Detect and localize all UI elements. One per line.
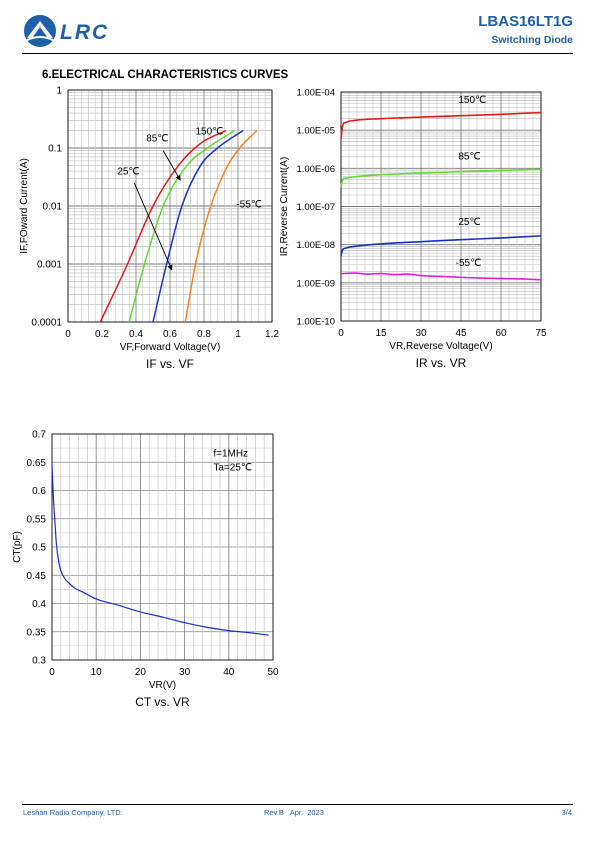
y-tick-label: 0.0001 bbox=[31, 318, 62, 329]
series-line bbox=[184, 130, 258, 323]
y-tick-label: 1.00E-09 bbox=[296, 278, 335, 289]
x-tick-label: 0.4 bbox=[129, 329, 143, 340]
annotation-label: -55℃ bbox=[456, 258, 482, 269]
ir-vs-vr-chart: 0 15 30 45 60 75 1.00E-04 1.00E-05 1.00E-06 1.00E… bbox=[280, 88, 547, 371]
x-tick-label: 60 bbox=[495, 328, 507, 339]
annotation-label: 25℃ bbox=[117, 166, 139, 177]
x-axis-label: VF,Forward Voltage(V) bbox=[120, 342, 221, 353]
series-line bbox=[340, 272, 542, 281]
footer-page: 3/4 bbox=[561, 808, 572, 817]
y-tick-label: 1.00E-06 bbox=[296, 164, 335, 175]
annotation-label: 25℃ bbox=[458, 217, 480, 228]
series-line bbox=[340, 168, 542, 188]
x-tick-label: 0.8 bbox=[197, 329, 211, 340]
y-tick-label: 0.65 bbox=[27, 458, 47, 469]
y-axis-label: IF,FOward Current(A) bbox=[19, 158, 30, 254]
y-tick-label: 0.35 bbox=[27, 627, 47, 638]
x-tick-label: 30 bbox=[179, 667, 191, 678]
x-axis-label: VR(V) bbox=[149, 680, 176, 691]
chart-caption: IR vs. VR bbox=[416, 356, 467, 370]
chart-caption: IF vs. VF bbox=[146, 357, 194, 371]
x-tick-label: 0 bbox=[65, 329, 71, 340]
y-tick-label: 0.6 bbox=[32, 486, 46, 497]
y-axis-label: CT(pF) bbox=[12, 531, 23, 563]
annotation-label: f=1MHz bbox=[213, 449, 248, 460]
y-tick-label: 1 bbox=[56, 86, 62, 97]
y-tick-label: 1.00E-04 bbox=[296, 88, 335, 99]
x-tick-label: 20 bbox=[135, 667, 147, 678]
series-line bbox=[51, 465, 269, 636]
device-subtitle: Switching Diode bbox=[491, 34, 573, 46]
y-tick-label: 1.00E-10 bbox=[296, 317, 335, 328]
x-tick-label: 0.2 bbox=[95, 329, 109, 340]
x-tick-label: 15 bbox=[375, 328, 387, 339]
y-tick-label: 0.45 bbox=[27, 571, 47, 582]
series-line bbox=[340, 235, 542, 257]
x-tick-label: 50 bbox=[267, 667, 279, 678]
lrc-logo-icon bbox=[24, 15, 56, 47]
x-tick-label: 45 bbox=[455, 328, 467, 339]
y-tick-label: 1.00E-05 bbox=[296, 126, 335, 137]
x-tick-label: 1.2 bbox=[265, 329, 279, 340]
y-tick-label: 0.001 bbox=[37, 260, 62, 271]
y-tick-label: 0.1 bbox=[48, 144, 62, 155]
y-tick-label: 1.00E-07 bbox=[296, 202, 335, 213]
annotation-label: 150℃ bbox=[196, 127, 224, 138]
x-tick-label: 0 bbox=[338, 328, 344, 339]
plot-frame bbox=[340, 91, 542, 322]
plot-frame bbox=[51, 433, 274, 661]
chart-caption: CT vs. VR bbox=[135, 695, 190, 709]
annotation-label: 150℃ bbox=[458, 95, 486, 106]
series-line bbox=[152, 129, 244, 323]
y-tick-label: 0.7 bbox=[32, 430, 46, 441]
section-title: 6.ELECTRICAL CHARACTERISTICS CURVES bbox=[42, 69, 289, 81]
x-tick-label: 0.6 bbox=[163, 329, 177, 340]
x-tick-label: 30 bbox=[415, 328, 427, 339]
annotation-label: -55℃ bbox=[236, 199, 262, 210]
x-tick-label: 75 bbox=[535, 328, 547, 339]
series-line bbox=[99, 129, 227, 323]
footer-company: Leshan Radio Company, LTD. bbox=[23, 808, 123, 817]
annotation-arrow bbox=[133, 182, 173, 271]
y-tick-label: 0.3 bbox=[32, 656, 46, 667]
annotation-arrow bbox=[162, 150, 181, 181]
logo-text: LRC bbox=[60, 21, 110, 44]
annotation-label: 85℃ bbox=[458, 152, 480, 163]
x-tick-label: 10 bbox=[91, 667, 103, 678]
header-divider bbox=[22, 53, 573, 54]
footer-divider bbox=[22, 804, 573, 805]
annotation-label: Ta=25℃ bbox=[213, 463, 252, 474]
series-line bbox=[340, 111, 542, 139]
series-line bbox=[128, 129, 236, 323]
y-tick-label: 0.4 bbox=[32, 599, 46, 610]
if-vs-vf-chart: 0 0.2 0.4 0.6 0.8 1 1.2 1 0.1 0.01 0.001 0.0001 VF,F… bbox=[19, 86, 279, 372]
y-tick-label: 0.5 bbox=[32, 543, 46, 554]
y-tick-label: 0.01 bbox=[43, 202, 63, 213]
plot-frame bbox=[67, 89, 273, 323]
y-axis-label: IR,Reverse Current(A) bbox=[280, 157, 290, 256]
x-tick-label: 40 bbox=[223, 667, 235, 678]
y-tick-label: 1.00E-08 bbox=[296, 240, 335, 251]
y-tick-label: 0.55 bbox=[27, 514, 47, 525]
annotation-label: 85℃ bbox=[146, 133, 168, 144]
x-axis-label: VR,Reverse Voltage(V) bbox=[389, 341, 492, 352]
x-tick-label: 0 bbox=[49, 667, 55, 678]
x-tick-label: 1 bbox=[235, 329, 241, 340]
footer-revision: Rev.B Apr. 2023 bbox=[264, 808, 324, 817]
ct-vs-vr-chart: 0 10 20 30 40 50 0.7 0.65 0.6 0.55 0.5 0.45 0.4 0.35 0… bbox=[12, 430, 279, 710]
part-number: LBAS16LT1G bbox=[478, 13, 573, 30]
